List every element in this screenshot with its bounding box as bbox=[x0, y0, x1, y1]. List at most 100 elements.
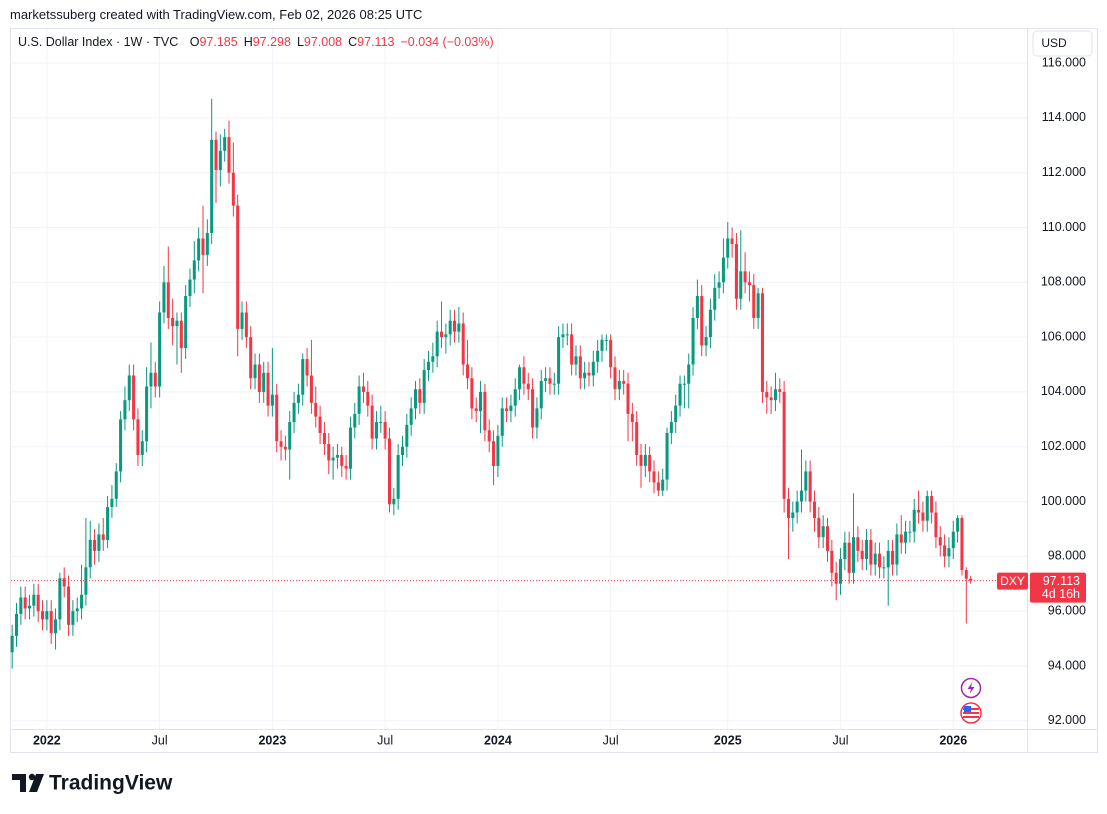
country-icon[interactable] bbox=[960, 702, 982, 724]
candle-body bbox=[717, 282, 721, 288]
candle-body bbox=[279, 441, 283, 447]
y-tick-label: 116.000 bbox=[1042, 55, 1086, 69]
candle-body bbox=[218, 150, 222, 170]
candle-body bbox=[236, 205, 240, 329]
candle-body bbox=[917, 509, 921, 513]
candle-body bbox=[344, 465, 348, 469]
candle-body bbox=[518, 367, 522, 390]
candle-body bbox=[669, 422, 673, 434]
candle-body bbox=[604, 339, 608, 341]
candle-body bbox=[778, 389, 782, 392]
candle-body bbox=[630, 413, 634, 423]
x-tick-label: Jul bbox=[833, 733, 849, 747]
candle-body bbox=[266, 372, 270, 406]
candle-body bbox=[492, 441, 496, 466]
candle-body bbox=[947, 548, 951, 557]
candle-body bbox=[934, 512, 938, 538]
brand-name: TradingView bbox=[49, 772, 173, 795]
candle-body bbox=[396, 454, 400, 499]
candle-body bbox=[843, 542, 847, 560]
candle-body bbox=[400, 446, 405, 455]
candle-body bbox=[591, 361, 595, 376]
candle-body bbox=[682, 383, 686, 385]
event-icon[interactable] bbox=[960, 677, 982, 699]
candle-body bbox=[639, 454, 643, 466]
candle-body bbox=[799, 490, 803, 502]
candle-body bbox=[62, 578, 66, 587]
candle-body bbox=[700, 296, 704, 346]
candle-body bbox=[327, 444, 331, 461]
candle-body bbox=[97, 534, 101, 551]
candle-body bbox=[734, 243, 738, 299]
candle-body bbox=[422, 370, 426, 403]
candle-body bbox=[262, 372, 266, 392]
candle-body bbox=[383, 422, 387, 439]
candle-body bbox=[119, 419, 123, 472]
candle-body bbox=[426, 361, 431, 371]
candle-body bbox=[461, 323, 465, 365]
candle-body bbox=[830, 550, 834, 573]
candle-body bbox=[600, 339, 604, 351]
y-tick-label: 98.000 bbox=[1048, 549, 1086, 563]
candle-body bbox=[960, 517, 964, 571]
candle-body bbox=[314, 402, 318, 417]
candle-body bbox=[509, 405, 513, 412]
candle-body bbox=[197, 238, 201, 261]
y-tick-label: 112.000 bbox=[1042, 165, 1086, 179]
candle-body bbox=[791, 512, 795, 518]
candle-body bbox=[466, 364, 470, 379]
candle-body bbox=[912, 509, 916, 532]
candle-body bbox=[231, 172, 235, 206]
candle-body bbox=[158, 312, 162, 387]
candle-body bbox=[691, 317, 695, 365]
attribution: marketssuberg created with TradingView.c… bbox=[10, 7, 423, 22]
candle-body bbox=[773, 389, 777, 401]
candle-body bbox=[747, 282, 751, 286]
candle-body bbox=[548, 378, 552, 384]
candle-body bbox=[318, 416, 322, 434]
candle-body bbox=[856, 537, 860, 551]
candle-body bbox=[19, 597, 23, 614]
candle-body bbox=[574, 356, 578, 365]
candle-body bbox=[596, 350, 600, 362]
candle-body bbox=[166, 282, 170, 318]
candle-body bbox=[505, 408, 509, 412]
candle-body bbox=[357, 386, 361, 414]
candle-body bbox=[392, 498, 396, 505]
candle-body bbox=[153, 372, 157, 387]
candle-body bbox=[348, 427, 352, 469]
candle-body bbox=[552, 383, 556, 385]
legend-value: 97.298 bbox=[252, 35, 291, 49]
x-tick-label: Jul bbox=[152, 733, 168, 747]
candle-body bbox=[227, 137, 231, 173]
candle-body bbox=[36, 594, 40, 612]
candle-body bbox=[904, 531, 908, 543]
candle-body bbox=[288, 422, 292, 450]
candle-body bbox=[626, 383, 630, 414]
candle-body bbox=[448, 320, 452, 335]
candle-body bbox=[244, 312, 248, 338]
candle-body bbox=[873, 553, 877, 565]
candle-body bbox=[752, 285, 756, 318]
candle-body bbox=[309, 375, 313, 403]
candle-body bbox=[648, 454, 652, 472]
y-tick-label: 104.000 bbox=[1041, 384, 1086, 398]
candle-body bbox=[852, 537, 856, 573]
candle-body bbox=[969, 578, 973, 581]
candle-body bbox=[531, 389, 535, 428]
currency-button[interactable] bbox=[1032, 30, 1093, 57]
candle-body bbox=[938, 537, 942, 546]
candle-body bbox=[565, 334, 569, 336]
currency-label[interactable]: USD bbox=[1041, 36, 1067, 50]
candle-body bbox=[54, 619, 58, 634]
candle-body bbox=[361, 386, 365, 392]
legend-key: H bbox=[243, 35, 253, 49]
candle-body bbox=[84, 567, 88, 595]
candle-body bbox=[106, 507, 110, 540]
candle-body bbox=[340, 454, 344, 466]
candle-body bbox=[956, 517, 960, 532]
candle-body bbox=[812, 501, 817, 518]
candle-body bbox=[275, 394, 279, 442]
y-tick-label: 92.000 bbox=[1048, 713, 1086, 727]
candle-body bbox=[695, 296, 699, 318]
